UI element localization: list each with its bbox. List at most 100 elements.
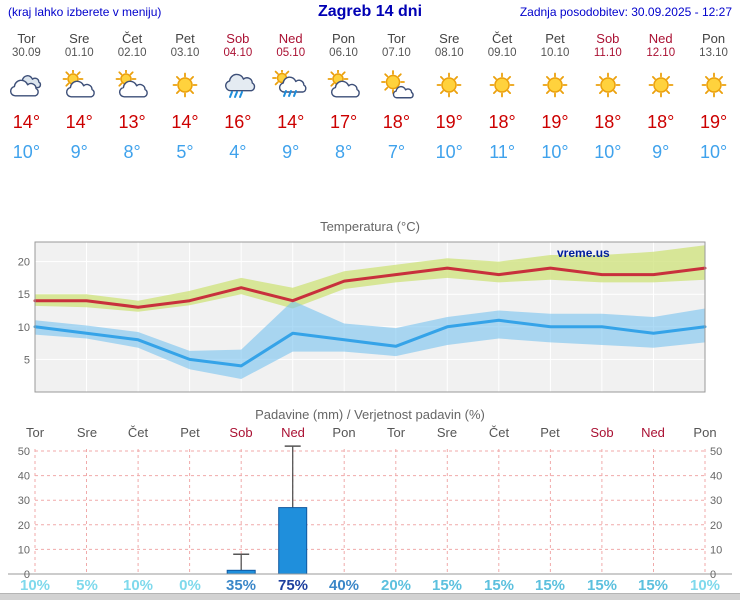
weather-icon-cloudy: [10, 75, 42, 97]
precip-day-label: Čet: [127, 425, 149, 440]
precip-probability: 10%: [689, 577, 721, 594]
precip-day-label: Čet: [488, 425, 510, 440]
svg-text:20: 20: [18, 257, 30, 269]
day-column-05.10[interactable]: Ned 05.10: [264, 31, 317, 60]
weather-icon-partly-cloudy: [62, 68, 96, 98]
svg-text:5: 5: [24, 354, 30, 366]
day-date: 07.10: [382, 47, 411, 59]
tmax-value: 18°: [488, 112, 516, 132]
day-column-07.10[interactable]: Tor 07.10: [370, 31, 423, 60]
weather-icon-sunny: [595, 72, 621, 98]
day-column-01.10[interactable]: Sre 01.10: [53, 31, 106, 60]
tmin-value: 10°: [12, 142, 41, 162]
tmin-value: 10°: [435, 142, 463, 162]
tmin-value: 11°: [489, 142, 516, 162]
svg-text:0: 0: [710, 569, 716, 579]
precip-probability: 15%: [586, 577, 618, 594]
day-column-12.10[interactable]: Ned 12.10: [634, 31, 687, 60]
weather-icon-sunny: [436, 72, 462, 98]
day-name: Pet: [175, 31, 195, 46]
day-name: Ned: [278, 31, 303, 46]
tmin-value: 8°: [123, 142, 141, 162]
day-icon-cell: [376, 70, 416, 105]
precip-day-label: Sre: [76, 425, 98, 440]
day-icon-cell: [271, 68, 311, 105]
day-date: 03.10: [170, 47, 200, 59]
day-name: Čet: [122, 31, 143, 46]
day-icon-cell: [641, 70, 681, 105]
tmax-value: 17°: [329, 112, 358, 132]
day-date: 09.10: [487, 47, 517, 59]
svg-text:10: 10: [18, 322, 30, 334]
day-icon-cell: [588, 70, 628, 105]
day-name: Tor: [387, 31, 406, 46]
day-date: 10.10: [540, 47, 570, 59]
day-column-11.10[interactable]: Sob 11.10: [581, 31, 634, 60]
tmin-value: 9°: [282, 142, 300, 162]
svg-text:40: 40: [18, 471, 30, 483]
day-icon-cell: [165, 70, 205, 105]
tmax-value: 19°: [699, 112, 728, 132]
svg-text:40: 40: [710, 471, 722, 483]
day-name: Tor: [17, 31, 36, 46]
day-column-02.10[interactable]: Čet 02.10: [106, 31, 159, 60]
tmin-value: 8°: [334, 142, 353, 162]
tmax-value: 18°: [594, 112, 622, 132]
precip-day-label: Pon: [332, 425, 356, 440]
tmin-row: 10° 9° 8° 5° 4° 9° 8° 7° 10° 11° 10° 10° 9° 10°: [0, 142, 740, 164]
day-column-30.09[interactable]: Tor 30.09: [0, 31, 53, 60]
tmin-value: 9°: [652, 142, 670, 162]
day-icon-cell: [694, 70, 734, 105]
precip-bar: [278, 507, 308, 575]
horizontal-scrollbar[interactable]: [0, 593, 740, 600]
precip-chart-title: Padavine (mm) / Verjetnost padavin (%): [255, 407, 485, 422]
precip-day-label: Tor: [25, 425, 45, 440]
day-date: 08.10: [434, 47, 464, 59]
tmax-value: 19°: [541, 112, 569, 132]
tmax-value: 14°: [277, 112, 305, 132]
day-column-03.10[interactable]: Pet 03.10: [159, 31, 212, 60]
day-name: Pon: [702, 31, 726, 46]
day-date: 11.10: [593, 47, 622, 59]
temp-chart-svg: 5 10 15 20 vreme.us: [18, 241, 707, 393]
icons-row: [0, 68, 740, 105]
svg-text:10: 10: [710, 544, 722, 556]
day-name: Sob: [596, 31, 620, 46]
day-icon-cell: [112, 68, 152, 105]
svg-text:50: 50: [18, 446, 30, 458]
day-icon-cell: [482, 70, 522, 105]
precip-probability: 15%: [431, 577, 463, 594]
day-icon-cell: [324, 68, 364, 105]
tmax-value: 14°: [65, 112, 93, 132]
precip-chart-svg: 0 0 10 10 20 20 30 30 40 40 50 50: [8, 445, 732, 579]
precip-day-label: Pet: [540, 425, 560, 440]
tmax-value: 14°: [171, 112, 199, 132]
weather-icon-sunny: [648, 72, 674, 98]
weather-icon-partly-cloudy: [327, 68, 360, 98]
svg-text:0: 0: [24, 569, 30, 579]
tmin-value: 10°: [541, 142, 569, 162]
day-column-13.10[interactable]: Pon 13.10: [687, 31, 740, 60]
tmax-value: 18°: [382, 112, 411, 132]
precip-day-label: Sob: [229, 425, 253, 440]
day-column-04.10[interactable]: Sob 04.10: [211, 31, 264, 60]
tmax-value: 16°: [224, 112, 252, 132]
day-date: 13.10: [699, 47, 728, 59]
day-name: Pet: [545, 31, 565, 46]
weather-icon-sunny: [701, 72, 726, 98]
weather-icon-rain: [224, 73, 255, 98]
watermark-link[interactable]: vreme.us: [557, 246, 610, 260]
last-updated: Zadnja posodobitev: 30.09.2025 - 12:27: [519, 5, 732, 19]
precip-probability: 35%: [225, 577, 257, 594]
days-row: Tor 30.09 Sre 01.10 Čet 02.10 Pet 03.10 Sob …: [0, 31, 740, 60]
day-name: Sre: [439, 31, 460, 46]
day-column-06.10[interactable]: Pon 06.10: [317, 31, 370, 60]
day-column-08.10[interactable]: Sre 08.10: [423, 31, 476, 60]
day-column-10.10[interactable]: Pet 10.10: [529, 31, 582, 60]
day-icon-cell: [535, 70, 575, 105]
day-name: Pon: [332, 31, 356, 46]
precip-probability: 10%: [19, 577, 51, 594]
precip-probability: 5%: [76, 577, 98, 594]
day-column-09.10[interactable]: Čet 09.10: [476, 31, 529, 60]
